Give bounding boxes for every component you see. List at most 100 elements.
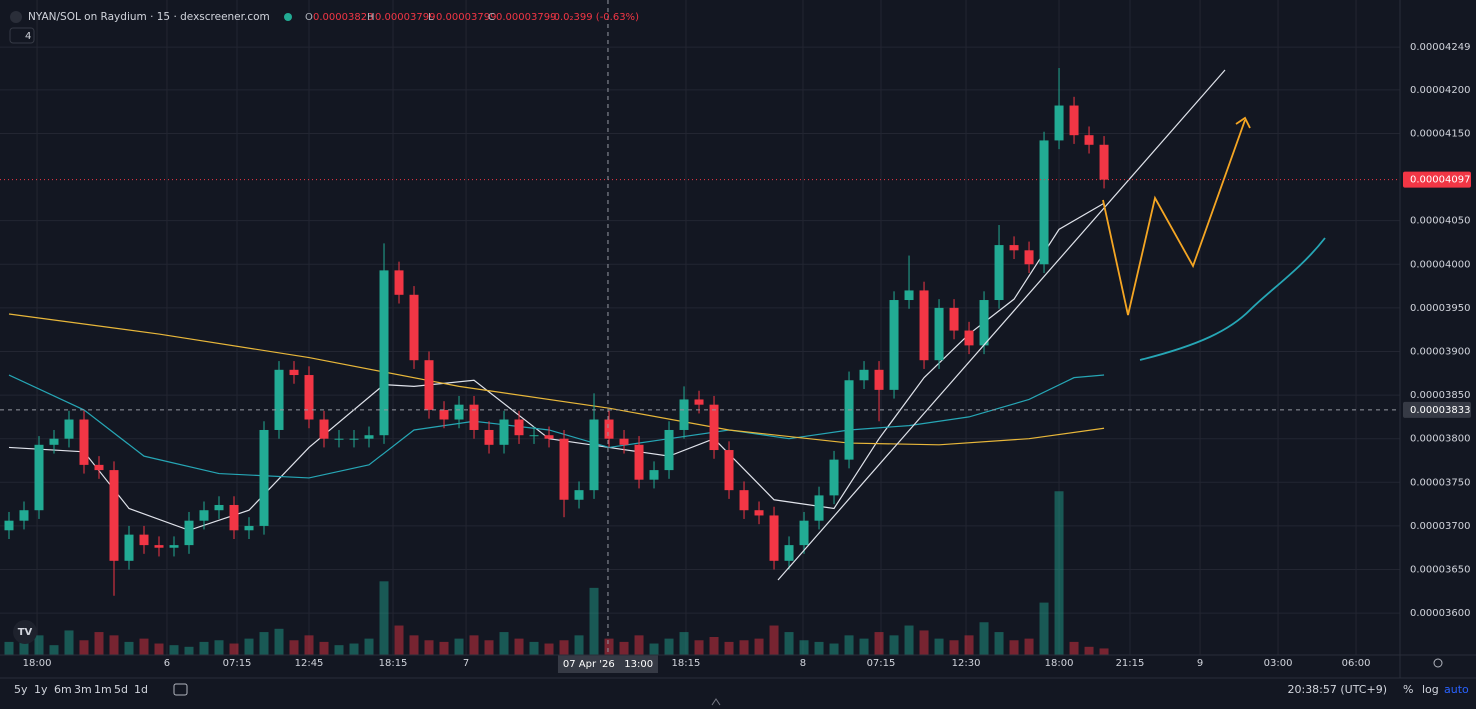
volume-bar (4, 641, 14, 655)
volume-bar (499, 632, 509, 655)
volume-bar (604, 638, 614, 655)
volume-bar (694, 640, 704, 655)
candle-body (949, 307, 959, 331)
candle-body (664, 429, 674, 471)
y-tick-label: 0.00003850 (1410, 390, 1470, 401)
volume-bar (739, 640, 749, 655)
volume-bar (754, 638, 764, 655)
candle-body (1009, 245, 1019, 251)
candle-body (709, 404, 719, 451)
ohlc-value: 0.00003799 (375, 12, 435, 23)
candle-body (349, 438, 359, 440)
ohlc-label: H (367, 12, 375, 23)
volume-bar (334, 645, 344, 655)
candle-body (544, 435, 554, 439)
candle-body (979, 300, 989, 346)
candle-body (994, 245, 1004, 301)
candle-body (739, 490, 749, 511)
x-tick-label: 12:45 (295, 658, 324, 669)
candle-body (199, 510, 209, 521)
calendar-icon[interactable] (173, 683, 188, 696)
scale-button[interactable]: auto (1444, 683, 1469, 696)
candle-body (589, 419, 599, 491)
y-tick-label: 0.00003650 (1410, 565, 1470, 576)
volume-bar (769, 625, 779, 655)
candle-body (244, 525, 254, 531)
candle-body (919, 290, 929, 361)
clock: 20:38:57 (UTC+9) (1287, 683, 1387, 696)
scale-button[interactable]: % (1403, 683, 1413, 696)
volume-bar (544, 643, 554, 655)
candle-body (619, 438, 629, 445)
candle-body (214, 504, 224, 511)
volume-bar (619, 641, 629, 655)
volume-bar (304, 635, 314, 655)
candle-body (559, 438, 569, 500)
candle-body (604, 419, 614, 439)
y-tick-label: 0.00004050 (1410, 216, 1470, 227)
candle-body (1054, 105, 1064, 141)
volume-bar (94, 632, 104, 655)
range-button[interactable]: 1d (134, 683, 148, 696)
volume-bar (784, 632, 794, 655)
range-button[interactable]: 6m (54, 683, 72, 696)
volume-bar (109, 635, 119, 655)
candle-body (529, 435, 539, 437)
crosshair-x-badge (557, 655, 658, 673)
range-button[interactable]: 3m (74, 683, 92, 696)
y-tick-label: 0.00003800 (1410, 434, 1470, 445)
candle-body (514, 419, 524, 436)
overlay: 0.00004097 0.00003833 07 Apr '26 13:00 (0, 0, 1471, 673)
candle-body (364, 435, 374, 439)
volume-bar (1039, 602, 1049, 655)
logo (13, 620, 37, 644)
candle-body (874, 369, 884, 390)
candle-body (79, 419, 89, 465)
y-tick-label: 0.00003600 (1410, 608, 1470, 619)
volume-bar (364, 638, 374, 655)
indicator-toggle[interactable] (9, 27, 35, 44)
candle-body (634, 444, 644, 480)
volume-bar (229, 643, 239, 655)
volume-bar (64, 630, 74, 655)
volume-bar (439, 641, 449, 655)
trend-line (777, 69, 1226, 581)
resize-handle[interactable] (711, 698, 721, 706)
drawings (777, 69, 1326, 581)
volume-bar (664, 638, 674, 655)
plot (4, 68, 1109, 655)
volume-bar (79, 640, 89, 655)
candle-body (724, 450, 734, 491)
ohlc-value: 0.00003799 (496, 12, 556, 23)
candle-body (94, 464, 104, 471)
volume-bar (124, 641, 134, 655)
volume-bar (1009, 640, 1019, 655)
candle-body (139, 534, 149, 546)
volume-bar (589, 587, 599, 655)
ohlc-value: 0.00003823 (313, 12, 373, 23)
x-tick-label: 03:00 (1264, 658, 1293, 669)
volume-bar (349, 643, 359, 655)
volume-bar (1069, 641, 1079, 655)
volume-bar (529, 641, 539, 655)
range-button[interactable]: 5y (14, 683, 28, 696)
volume-bar (184, 646, 194, 655)
x-tick-label: 21:15 (1116, 658, 1145, 669)
indicator-count[interactable]: 4 (25, 31, 31, 42)
y-tick-label: 0.00003700 (1410, 521, 1470, 532)
scale-button[interactable]: log (1422, 683, 1439, 696)
range-button[interactable]: 5d (114, 683, 128, 696)
crosshair-y-label: 0.00003833 (1410, 405, 1470, 416)
arrow-head (1235, 116, 1251, 129)
volume-bar (634, 635, 644, 655)
volume-bar (709, 636, 719, 655)
settings-icon[interactable] (1433, 658, 1443, 668)
volume-bar (874, 632, 884, 655)
candle-body (154, 545, 164, 548)
y-tick-label: 0.00004000 (1410, 259, 1470, 270)
range-button[interactable]: 1m (94, 683, 112, 696)
candle-body (379, 270, 389, 436)
volume-bar (979, 622, 989, 655)
range-button[interactable]: 1y (34, 683, 48, 696)
